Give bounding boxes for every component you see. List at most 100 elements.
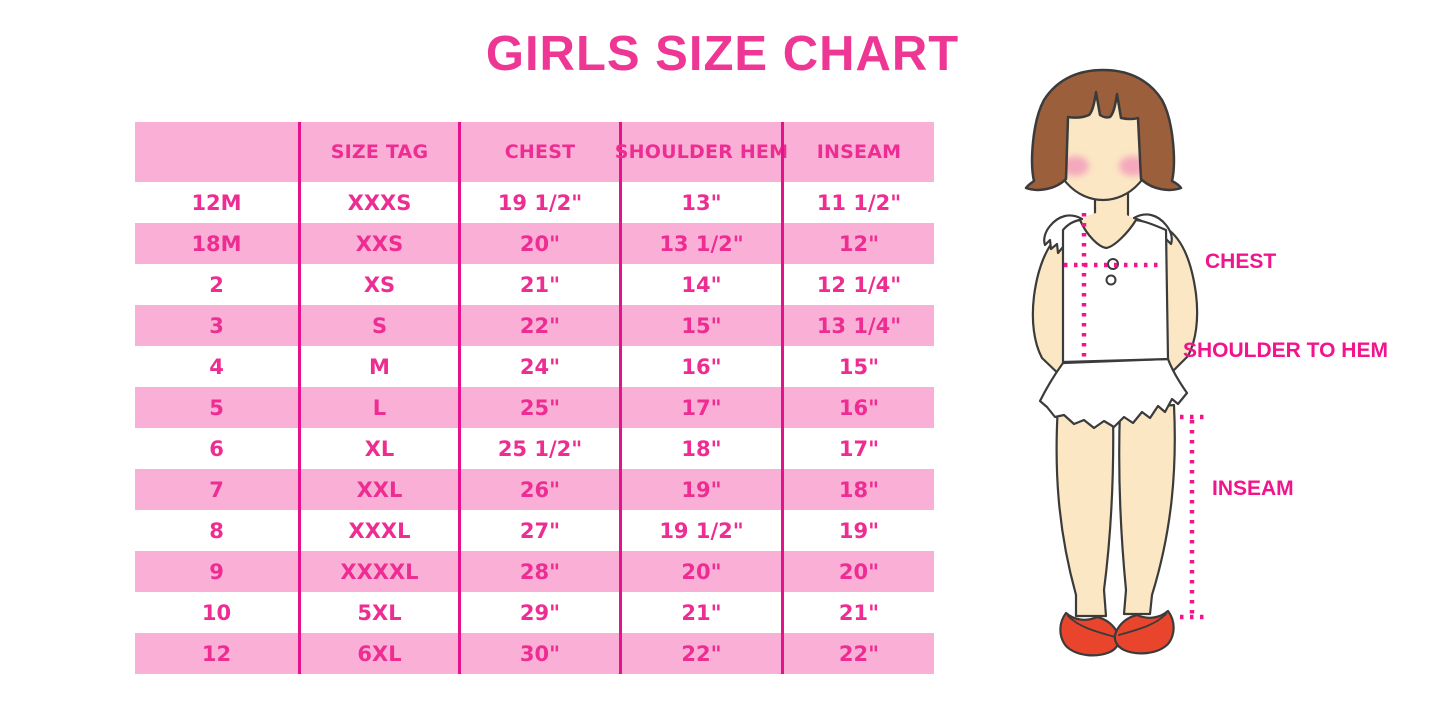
size-table-cell: 18M <box>191 231 242 256</box>
size-table-cell: 19 1/2" <box>458 182 619 223</box>
girl-left-arm <box>1031 228 1067 382</box>
size-table-cell: XXXS <box>298 182 458 223</box>
size-table-cell: 13 1/4" <box>781 305 934 346</box>
size-table-cell: 9 <box>209 559 224 584</box>
size-table-cell: 13" <box>619 182 781 223</box>
size-table-cell: XXXL <box>298 510 458 551</box>
size-table-cell: 16" <box>619 346 781 387</box>
size-table-cell: 21" <box>619 592 781 633</box>
girl-top <box>1061 218 1170 364</box>
size-table-cell: 25 1/2" <box>458 428 619 469</box>
size-table-header-cell: INSEAM <box>781 122 934 182</box>
size-table-cell: 11 1/2" <box>781 182 934 223</box>
girl-right-shoe <box>1113 609 1175 655</box>
size-table-cell: 12" <box>781 223 934 264</box>
size-table-cell: 15" <box>781 346 934 387</box>
size-table-cell: 29" <box>458 592 619 633</box>
shoulder-to-hem-label: SHOULDER TO HEM <box>1183 339 1388 362</box>
girl-skirt <box>1038 357 1189 430</box>
girl-right-leg <box>1118 403 1176 616</box>
size-table-cell: 10 <box>201 600 232 625</box>
size-table-cell: 14" <box>619 264 781 305</box>
size-table-cell: 16" <box>781 387 934 428</box>
girl-measurement-illustration <box>1024 68 1207 657</box>
size-table-cell: 27" <box>458 510 619 551</box>
size-table-cell: 4 <box>209 354 224 379</box>
size-table-row: 12M XXXS 19 1/2" 13" 11 1/2" <box>135 182 934 223</box>
girl-right-shoe-strap <box>1118 613 1167 636</box>
size-table-row: 4 M 24" 16" 15" <box>135 346 934 387</box>
size-table-cell: M <box>298 346 458 387</box>
size-table-cell: 2 <box>209 272 224 297</box>
size-table-cell: 5 <box>209 395 224 420</box>
size-table-cell: L <box>298 387 458 428</box>
size-table-row: 6 XL 25 1/2" 18" 17" <box>135 428 934 469</box>
size-table-row: 2 XS 21" 14" 12 1/4" <box>135 264 934 305</box>
girl-left-leg <box>1055 403 1115 618</box>
size-table-cell: 22" <box>619 633 781 674</box>
size-table-cell: 19 1/2" <box>619 510 781 551</box>
size-table-header-row: SIZE TAG CHEST SHOULDER HEM INSEAM <box>135 122 934 182</box>
size-table-cell: 18" <box>781 469 934 510</box>
size-table-cell: 12 <box>201 641 232 666</box>
size-table: SIZE TAG CHEST SHOULDER HEM INSEAM 12M X… <box>135 122 934 674</box>
size-table-cell: 22" <box>458 305 619 346</box>
size-table-cell: 12M <box>191 190 242 215</box>
size-table-header-cell: SHOULDER HEM <box>615 122 788 182</box>
size-table-cell: 5XL <box>298 592 458 633</box>
girl-hair <box>1024 68 1183 192</box>
size-table-cell: 7 <box>209 477 224 502</box>
size-table-cell: 17" <box>619 387 781 428</box>
size-table-cell: 3 <box>209 313 224 338</box>
girl-top-button <box>1105 274 1117 286</box>
size-table-cell: 20" <box>781 551 934 592</box>
size-table-cell: XXS <box>298 223 458 264</box>
size-table-cell: 12 1/4" <box>781 264 934 305</box>
size-table-cell: S <box>298 305 458 346</box>
size-table-cell: 26" <box>458 469 619 510</box>
size-table-row: 12 6XL 30" 22" 22" <box>135 633 934 674</box>
size-table-cell: 30" <box>458 633 619 674</box>
size-table-cell: 25" <box>458 387 619 428</box>
size-table-cell: 21" <box>781 592 934 633</box>
size-table-cell: 21" <box>458 264 619 305</box>
size-table-cell: 15" <box>619 305 781 346</box>
size-table-cell: 20" <box>458 223 619 264</box>
size-table-header-cell: SIZE TAG <box>298 122 458 182</box>
size-table-header-cell <box>135 122 298 182</box>
size-table-body: 12M XXXS 19 1/2" 13" 11 1/2" 18M XXS 20"… <box>135 182 934 674</box>
size-table-cell: 20" <box>619 551 781 592</box>
size-table-row: 18M XXS 20" 13 1/2" 12" <box>135 223 934 264</box>
size-table-cell: XL <box>298 428 458 469</box>
girl-left-shoe <box>1059 611 1121 657</box>
girl-left-shoe-strap <box>1067 615 1116 638</box>
inseam-label: INSEAM <box>1212 477 1294 500</box>
size-table-row: 9 XXXXL 28" 20" 20" <box>135 551 934 592</box>
size-table-row: 8 XXXL 27" 19 1/2" 19" <box>135 510 934 551</box>
size-table-cell: XS <box>298 264 458 305</box>
size-table-row: 5 L 25" 17" 16" <box>135 387 934 428</box>
size-table-cell: 13 1/2" <box>619 223 781 264</box>
size-table-cell: 18" <box>619 428 781 469</box>
size-table-cell: 6 <box>209 436 224 461</box>
size-table-cell: 28" <box>458 551 619 592</box>
size-table-row: 7 XXL 26" 19" 18" <box>135 469 934 510</box>
size-table-cell: 17" <box>781 428 934 469</box>
size-table-cell: 19" <box>781 510 934 551</box>
girl-right-arm <box>1164 226 1199 380</box>
size-table-cell: XXL <box>298 469 458 510</box>
size-table-cell: 8 <box>209 518 224 543</box>
girl-left-blush <box>1061 156 1089 176</box>
size-table-cell: 6XL <box>298 633 458 674</box>
size-table-row: 3 S 22" 15" 13 1/4" <box>135 305 934 346</box>
size-table-cell: XXXXL <box>298 551 458 592</box>
chest-label: CHEST <box>1205 250 1277 273</box>
size-table-header-cell: CHEST <box>458 122 619 182</box>
page-title: GIRLS SIZE CHART <box>485 27 960 81</box>
size-table-cell: 19" <box>619 469 781 510</box>
size-table-cell: 24" <box>458 346 619 387</box>
size-table-cell: 22" <box>781 633 934 674</box>
size-table-row: 10 5XL 29" 21" 21" <box>135 592 934 633</box>
girl-chest-skin <box>1080 211 1136 248</box>
